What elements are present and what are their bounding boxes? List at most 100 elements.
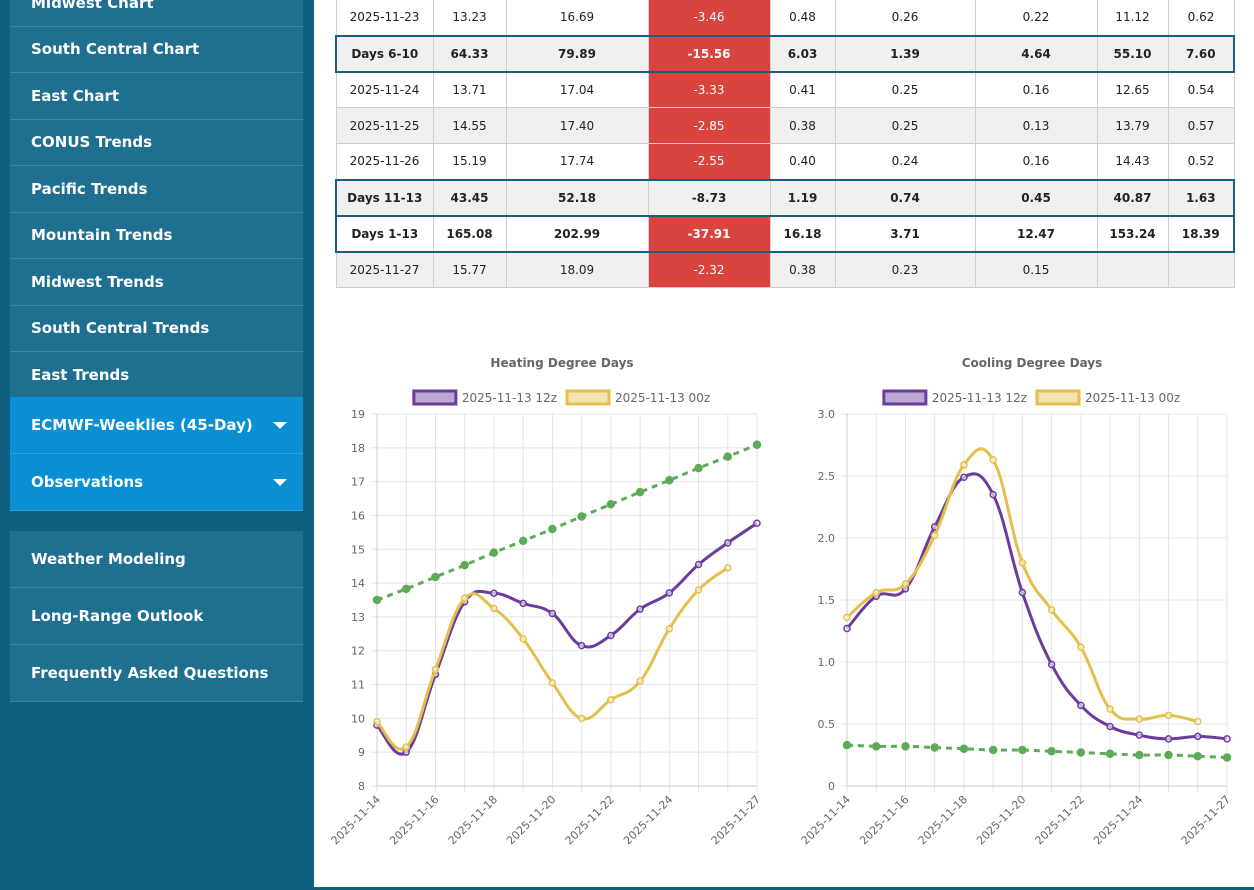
data-point (635, 487, 645, 497)
data-point (872, 588, 880, 597)
nav-link[interactable]: Long-Range Outlook (10, 588, 303, 645)
table-cell: 0.16 (974, 143, 1098, 180)
table-cell: 12.47 (974, 214, 1098, 253)
table-row: 2025-11-26 15.19 17.74 -2.55 0.40 0.24 0.16 14.… (335, 143, 1235, 180)
menu-item[interactable]: East Trends (10, 352, 303, 399)
data-point (1106, 705, 1114, 713)
table-cell: 16.18 (769, 214, 836, 253)
table-cell: 0.54 (1167, 71, 1235, 108)
table-cell: 64.33 (432, 34, 507, 73)
table-cell: 13.79 (1096, 107, 1169, 144)
x-tick-label: 2025-11-14 (799, 793, 853, 847)
table-row: Days 1-13 165.08 202.99 -37.91 16.18 3.71 12.4… (335, 214, 1235, 253)
x-tick-label: 2025-11-18 (916, 793, 970, 847)
x-tick-label: 2025-11-16 (387, 793, 441, 847)
data-point (901, 742, 910, 751)
data-point (665, 476, 674, 485)
menu-item[interactable]: CONUS Trends (10, 119, 303, 166)
nav-link[interactable]: Frequently Asked Questions (10, 645, 303, 702)
menu-item[interactable]: South Central Chart (10, 26, 303, 73)
data-point (1223, 735, 1231, 743)
table-cell: 165.08 (432, 214, 507, 253)
menu-item[interactable]: South Central Trends (10, 305, 303, 352)
table-cell: 0.62 (1167, 0, 1235, 36)
y-tick-label: 3.0 (818, 408, 836, 421)
data-point (843, 613, 851, 622)
table-cell: 2025-11-24 (335, 71, 434, 108)
data-point (577, 512, 586, 521)
data-point (490, 604, 498, 613)
data-point (753, 519, 761, 527)
menu-item[interactable]: Midwest Trends (10, 259, 303, 306)
y-tick-label: 0.5 (818, 718, 836, 731)
data-point (1018, 588, 1027, 597)
y-tick-label: 1.5 (818, 594, 836, 607)
table-cell: Days 11-13 (335, 178, 434, 217)
data-point (519, 635, 527, 643)
data-point (1106, 722, 1114, 731)
data-point (1076, 748, 1086, 757)
table-cell: Days 1-13 (335, 214, 434, 253)
data-point (1222, 753, 1232, 762)
degree-day-table: 2025-11-23 13.23 16.69 -3.46 0.48 0.26 0.22 11.… (335, 0, 1235, 288)
x-tick-label: 2025-11-27 (1179, 793, 1233, 847)
table-cell: 7.60 (1167, 34, 1235, 73)
menu-item[interactable]: East Chart (10, 73, 303, 120)
menu-item[interactable]: Midwest Chart (10, 0, 303, 27)
table-cell: 2025-11-26 (335, 143, 434, 180)
data-point (518, 536, 528, 546)
data-point (577, 714, 586, 723)
table-row: 2025-11-23 13.23 16.69 -3.46 0.48 0.26 0.22 11.… (335, 0, 1235, 36)
expandable-item[interactable]: ECMWF-Weeklies (45-Day) (10, 397, 303, 454)
table-cell: 12.65 (1096, 71, 1169, 108)
data-point (724, 564, 732, 572)
legend-label: 2025-11-13 00z (615, 391, 710, 405)
data-point (607, 696, 615, 704)
menu-item[interactable]: Pacific Trends (10, 166, 303, 213)
table-cell: 15.77 (432, 251, 507, 288)
table-cell: 153.24 (1096, 214, 1169, 253)
data-point (1077, 643, 1085, 651)
data-point (431, 665, 440, 674)
footer-line (314, 887, 1254, 890)
table-cell: 17.04 (505, 71, 649, 108)
data-point (871, 742, 881, 751)
x-tick-label: 2025-11-22 (1033, 793, 1087, 847)
data-point (1105, 749, 1115, 759)
table-cell: 0.23 (834, 251, 976, 288)
table-cell: 0.25 (834, 71, 976, 108)
table-cell: 0.57 (1167, 107, 1235, 144)
table-row: 2025-11-24 13.71 17.04 -3.33 0.41 0.25 0.16 12.… (335, 71, 1235, 108)
nav-link[interactable]: Weather Modeling (10, 531, 303, 588)
x-tick-label: 2025-11-16 (857, 793, 911, 847)
table-cell: 3.71 (834, 214, 976, 253)
data-point (636, 677, 644, 685)
chart-title: Cooling Degree Days (962, 356, 1103, 370)
expandable-item[interactable]: Observations (10, 454, 303, 511)
x-tick-label: 2025-11-22 (563, 793, 617, 847)
table-cell: 55.10 (1096, 34, 1169, 73)
menu-item[interactable]: Mountain Trends (10, 212, 303, 259)
data-point (960, 461, 968, 469)
table-cell: 0.74 (834, 178, 976, 217)
data-point (372, 595, 382, 605)
table-cell: 2025-11-27 (335, 251, 434, 288)
y-tick-label: 0 (828, 780, 835, 793)
data-point (665, 589, 674, 597)
y-tick-label: 9 (358, 746, 365, 759)
table-cell: 52.18 (505, 178, 649, 217)
data-point (402, 743, 410, 751)
data-point (988, 745, 998, 755)
table-cell: -2.85 (647, 107, 771, 144)
table-cell (1096, 251, 1169, 288)
data-point (1047, 660, 1056, 669)
table-cell: 0.13 (974, 107, 1098, 144)
data-point (1164, 711, 1173, 720)
table-cell: 14.43 (1096, 143, 1169, 180)
legend-label: 2025-11-13 00z (1085, 391, 1180, 405)
x-tick-label: 2025-11-20 (974, 793, 1028, 847)
data-point (1077, 701, 1085, 710)
legend-swatch (1035, 389, 1081, 406)
series-line (845, 472, 1228, 741)
